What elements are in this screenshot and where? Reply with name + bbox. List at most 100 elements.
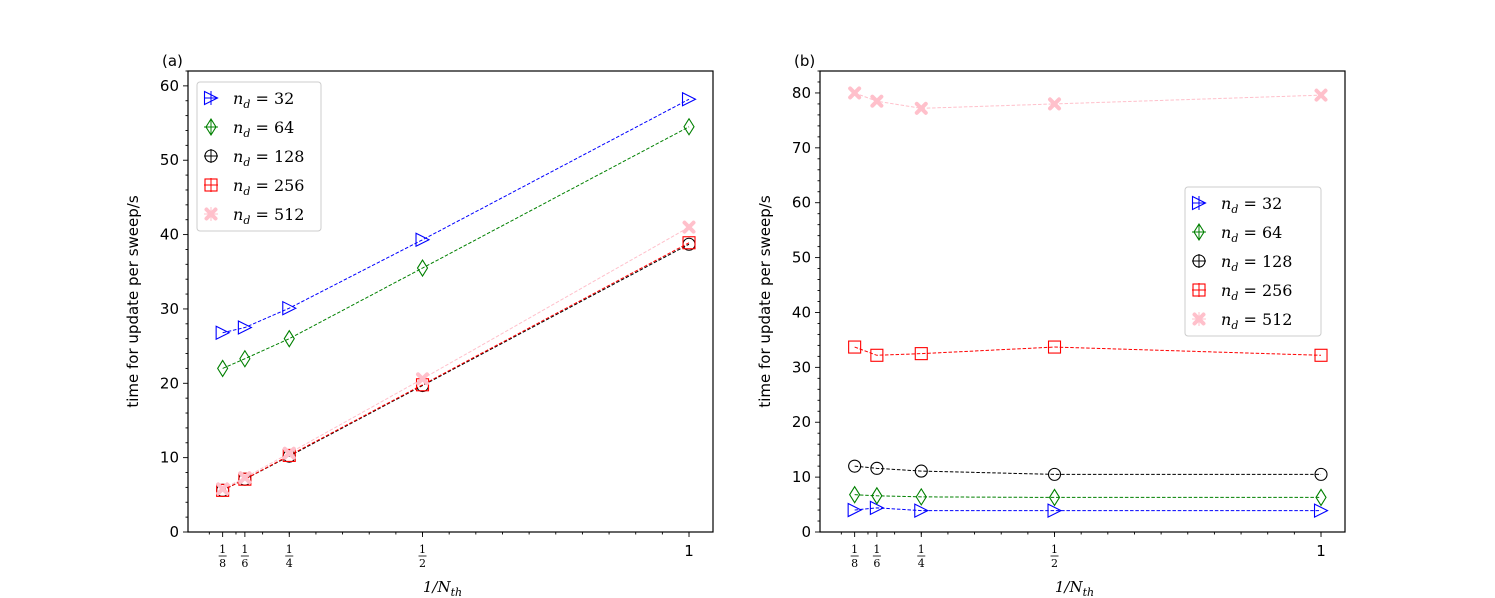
legend-box-a	[196, 81, 322, 232]
point-a-4-2	[282, 446, 296, 460]
point-a-4-0	[216, 482, 230, 496]
x-tick-num-b-2: 1	[918, 543, 925, 556]
series-a-4	[216, 220, 696, 496]
legend-marker-a-4-symbol	[204, 207, 218, 221]
y-axis-label-b: time for update per sweep/s	[756, 195, 774, 407]
y-tick-label-b-7: 70	[792, 139, 811, 157]
legend-label-main-b-1: n	[1221, 223, 1231, 242]
point-b-4-1	[870, 94, 884, 108]
legend-label-b-2: nd = 128	[1221, 252, 1292, 274]
point-a-1-3	[416, 259, 429, 278]
legend-label-sub-b-3: d	[1231, 290, 1238, 303]
legend-label-sub-a-3: d	[243, 185, 250, 198]
y-tick-label-a-2: 20	[160, 374, 179, 392]
series-b-4	[848, 86, 1328, 115]
legend-label-a-2: nd = 128	[233, 147, 304, 169]
x-axis-label-sub-a: th	[451, 586, 463, 598]
legend-marker-a-1-symbol	[205, 117, 217, 137]
series-line-a-0	[222, 98, 690, 334]
point-b-1-1	[871, 486, 883, 505]
legend-label-sub-a-0: d	[243, 98, 250, 111]
y-axis-label-a: time for update per sweep/s	[124, 195, 142, 407]
legend-label-rest-b-3: = 256	[1238, 281, 1292, 300]
legend-marker-a-3-symbol	[204, 178, 218, 192]
x-axis-label-sub-b: th	[1083, 586, 1095, 598]
point-a-4-1	[238, 471, 252, 485]
y-tick-label-b-1: 10	[792, 468, 811, 486]
x-axis-label-main-a: 1/N	[423, 578, 452, 596]
point-b-1-4	[1315, 488, 1327, 507]
point-b-2-1	[870, 461, 884, 475]
x-tick-den-b-3: 2	[1051, 557, 1058, 570]
y-tick-label-a-4: 40	[160, 226, 179, 244]
point-b-0-3	[1047, 503, 1063, 518]
legend-marker-a-4-symbol-stroke-2	[204, 207, 218, 221]
legend-label-rest-a-4: = 512	[250, 205, 304, 224]
legend-marker-b-4-symbol-stroke-2	[1192, 312, 1206, 326]
legend-marker-a-0-symbol	[203, 90, 219, 106]
point-b-1-0	[848, 485, 861, 504]
y-tick-label-a-6: 60	[160, 77, 179, 95]
point-b-4-0	[848, 86, 862, 100]
y-tick-label-b-8: 80	[792, 84, 811, 102]
x-axis-label-a: 1/Nth	[423, 578, 462, 598]
point-a-4-4-stroke-2	[682, 220, 696, 234]
point-a-4-4	[682, 220, 696, 234]
point-a-4-3	[416, 372, 430, 386]
point-a-1-1	[239, 349, 251, 368]
point-b-3-0	[848, 340, 862, 354]
legend-label-b-3: nd = 256	[1221, 281, 1292, 303]
series-line-b-3	[854, 346, 1322, 356]
y-tick-label-b-3: 30	[792, 358, 811, 376]
y-tick-label-a-3: 30	[160, 300, 179, 318]
legend-label-main-b-0: n	[1221, 194, 1231, 213]
legend-marker-b-4-symbol	[1192, 312, 1206, 326]
x-tick-label-a-4: 1	[684, 542, 694, 560]
point-a-4-3-stroke-2	[416, 372, 430, 386]
point-b-2-4	[1314, 467, 1328, 481]
series-a-1	[216, 117, 695, 378]
y-tick-label-b-2: 20	[792, 413, 811, 431]
legend-label-main-a-2: n	[233, 147, 243, 166]
x-tick-num-a-1: 1	[241, 543, 248, 556]
legend-label-main-b-4: n	[1221, 310, 1231, 329]
x-tick-num-a-3: 1	[419, 543, 426, 556]
point-a-4-2-stroke-2	[282, 446, 296, 460]
y-tick-label-b-6: 60	[792, 194, 811, 212]
x-tick-den-b-1: 6	[873, 557, 880, 570]
point-b-2-3	[1047, 467, 1062, 481]
legend-marker-b-2-symbol	[1192, 254, 1206, 268]
series-b-3	[848, 340, 1328, 362]
legend-label-main-a-1: n	[233, 118, 243, 137]
x-tick-den-a-1: 6	[241, 557, 248, 570]
x-tick-num-b-1: 1	[873, 543, 880, 556]
legend-label-sub-b-1: d	[1231, 232, 1238, 245]
point-a-4-0-stroke-2	[216, 482, 230, 496]
series-a-3	[216, 236, 696, 497]
y-tick-label-b-4: 40	[792, 303, 811, 321]
point-b-1-2	[915, 487, 927, 506]
y-tick-label-a-1: 10	[160, 449, 179, 467]
point-b-4-2-stroke-2	[914, 101, 928, 115]
legend-label-rest-a-3: = 256	[250, 176, 304, 195]
point-a-3-1	[238, 472, 252, 486]
legend-label-sub-b-2: d	[1231, 261, 1238, 274]
point-a-4-1-stroke-2	[238, 471, 252, 485]
legend-label-main-a-3: n	[233, 176, 243, 195]
point-b-3-3	[1047, 340, 1062, 354]
point-a-1-4	[683, 117, 695, 136]
axes-frame-a	[187, 70, 714, 533]
point-a-3-2	[282, 448, 296, 462]
x-tick-den-b-2: 4	[918, 557, 925, 570]
legend-label-sub-b-4: d	[1231, 319, 1238, 332]
series-a-0	[215, 91, 697, 341]
point-a-0-0	[215, 325, 231, 341]
point-a-3-4	[682, 236, 696, 250]
legend-label-sub-a-2: d	[243, 156, 250, 169]
legend-label-rest-a-2: = 128	[250, 147, 304, 166]
panel-label-b: (b)	[794, 52, 815, 70]
